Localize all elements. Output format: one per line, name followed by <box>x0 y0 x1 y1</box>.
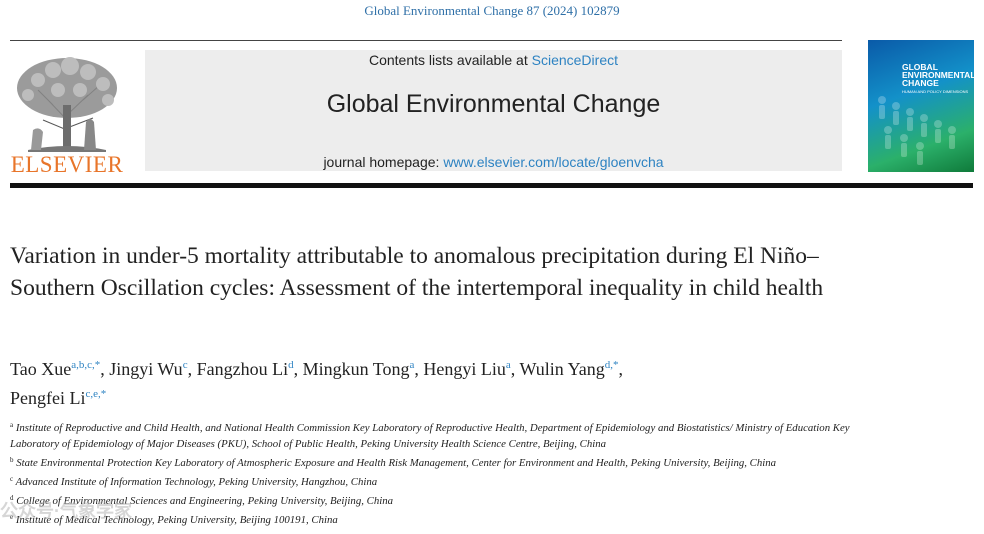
journal-cover <box>868 40 974 172</box>
header-divider <box>10 183 973 188</box>
author[interactable]: Tao Xuea,b,c,* <box>10 359 101 379</box>
contents-line: Contents lists available at ScienceDirec… <box>145 52 842 68</box>
affiliation: b State Environmental Protection Key Lab… <box>10 456 777 469</box>
author-list: Tao Xuea,b,c,*, Jingyi Wuc, Fangzhou Lid… <box>10 359 624 408</box>
cover-figures-icon <box>878 96 956 165</box>
affiliation: d College of Environmental Sciences and … <box>10 494 394 507</box>
author[interactable]: Mingkun Tonga <box>302 359 415 379</box>
elsevier-tree-logo <box>17 57 117 152</box>
homepage-prefix: journal homepage: <box>323 154 444 170</box>
homepage-line: journal homepage: www.elsevier.com/locat… <box>145 154 842 170</box>
sciencedirect-link[interactable]: ScienceDirect <box>531 52 618 68</box>
contents-prefix: Contents lists available at <box>368 52 532 68</box>
cover-title: GLOBAL ENVIRONMENTAL CHANGE HUMAN AND PO… <box>902 62 976 94</box>
elsevier-wordmark: ELSEVIER <box>10 152 124 177</box>
affiliation: e Institute of Medical Technology, Pekin… <box>10 513 338 526</box>
journal-banner <box>145 50 842 171</box>
author[interactable]: Pengfei Lic,e,* <box>10 388 107 408</box>
author[interactable]: Hengyi Liua <box>423 359 511 379</box>
author[interactable]: Wulin Yangd,* <box>519 359 619 379</box>
affiliations: a Institute of Reproductive and Child He… <box>10 417 850 528</box>
journal-citation: Global Environmental Change 87 (2024) 10… <box>364 3 620 18</box>
author[interactable]: Fangzhou Lid <box>196 359 294 379</box>
article-title: Variation in under-5 mortality attributa… <box>10 243 824 301</box>
affiliation: a Institute of Reproductive and Child He… <box>10 421 850 450</box>
top-divider <box>10 40 842 41</box>
journal-title: Global Environmental Change <box>326 90 661 118</box>
affiliation: c Advanced Institute of Information Tech… <box>10 475 378 488</box>
author[interactable]: Jingyi Wuc <box>109 359 188 379</box>
homepage-link[interactable]: www.elsevier.com/locate/gloenvcha <box>443 154 664 170</box>
watermark: 公众号·气象学家 <box>0 501 132 521</box>
